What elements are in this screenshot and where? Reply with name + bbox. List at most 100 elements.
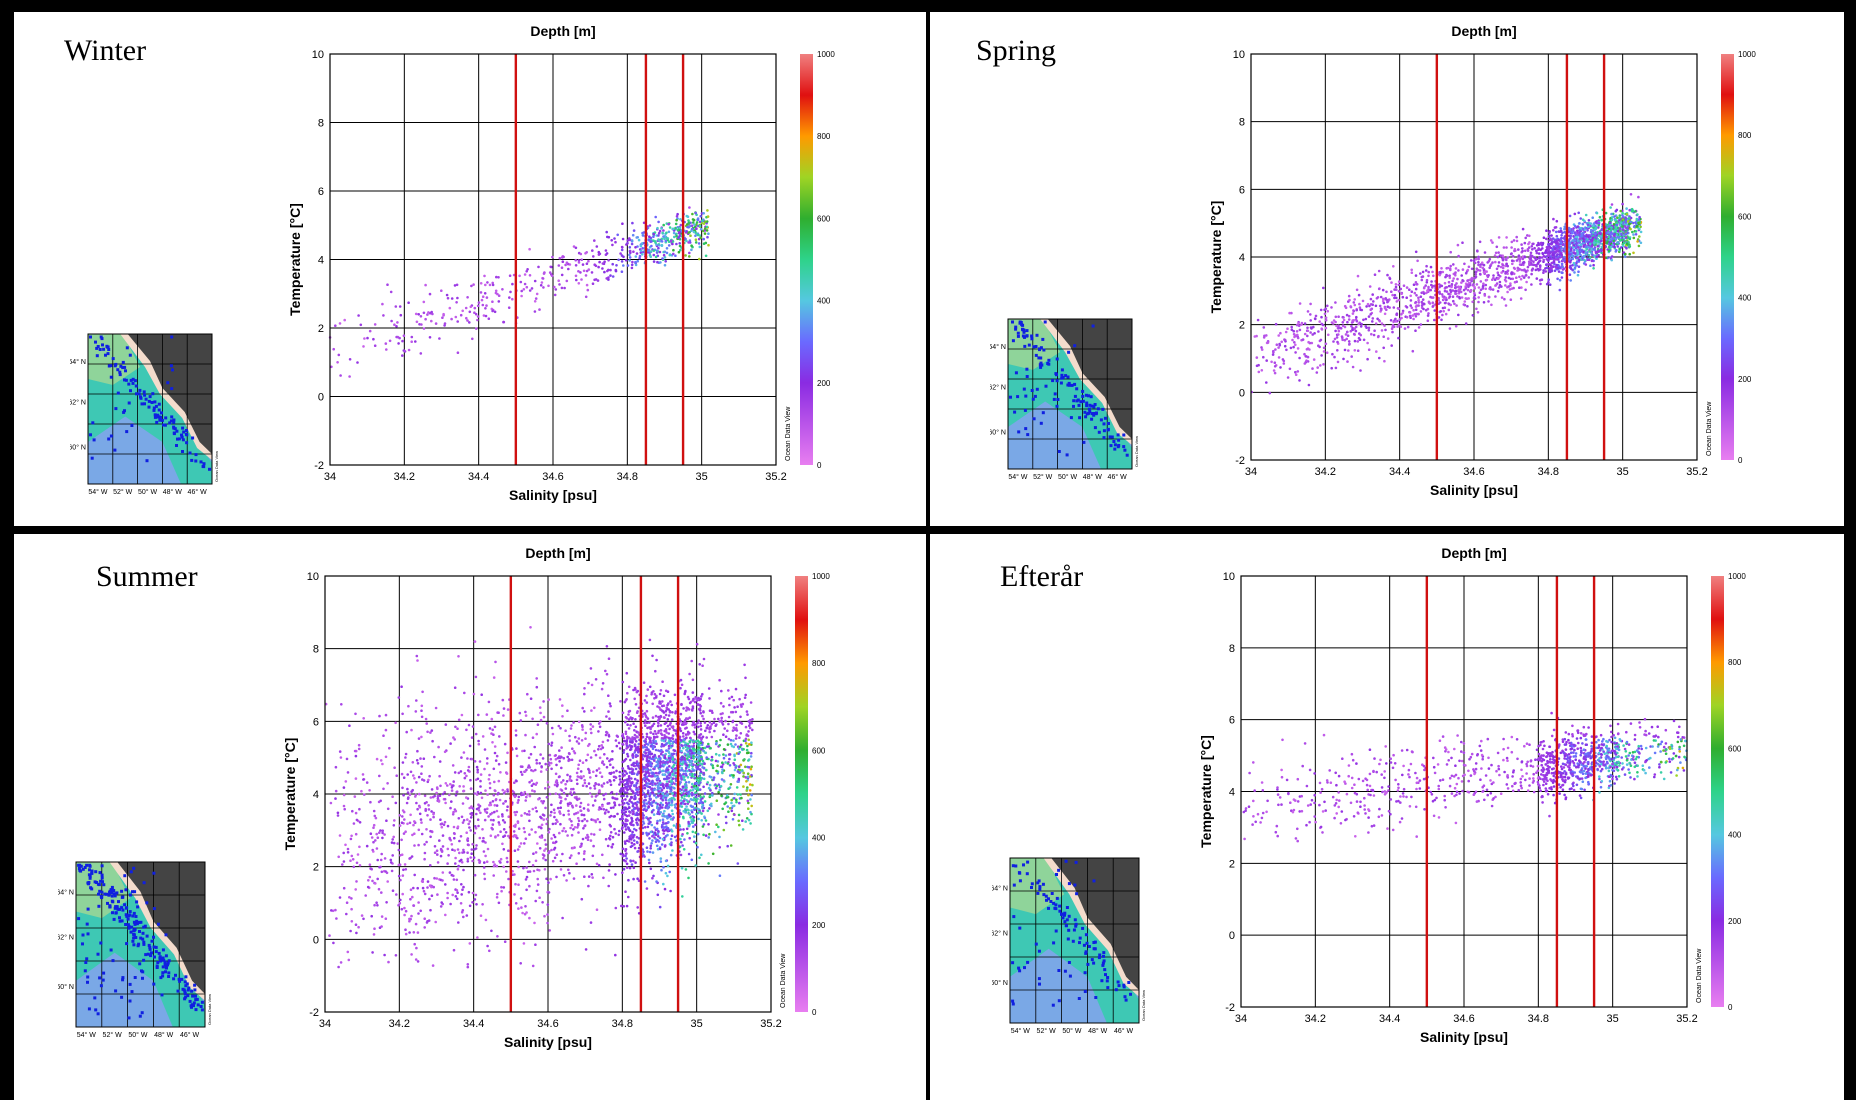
data-point xyxy=(1577,211,1580,215)
station-dot xyxy=(153,415,157,419)
data-point xyxy=(583,781,587,785)
data-point xyxy=(635,782,638,785)
station-dot xyxy=(81,933,85,937)
data-point xyxy=(1414,250,1418,254)
data-point xyxy=(1362,318,1365,322)
data-point xyxy=(1614,250,1618,253)
data-point xyxy=(366,336,369,340)
data-point xyxy=(615,797,619,801)
data-point xyxy=(1607,231,1610,234)
data-point xyxy=(1352,301,1356,304)
station-dot xyxy=(172,418,176,422)
data-point xyxy=(393,323,396,327)
data-point xyxy=(1462,288,1466,292)
data-point xyxy=(466,851,469,854)
data-point xyxy=(572,791,576,794)
data-point xyxy=(1536,262,1540,265)
data-point xyxy=(1374,304,1378,308)
data-point xyxy=(1308,348,1311,351)
station-dot xyxy=(118,373,122,377)
station-dot xyxy=(170,387,174,391)
data-point xyxy=(1457,254,1460,258)
data-point xyxy=(679,248,682,252)
data-point xyxy=(1577,246,1580,249)
data-point xyxy=(1467,297,1470,300)
data-point xyxy=(1593,254,1596,258)
map-credit: Ocean Data View xyxy=(207,994,212,1025)
station-dot xyxy=(1014,327,1018,331)
data-point xyxy=(1504,304,1508,307)
data-point xyxy=(655,249,659,252)
data-point xyxy=(1386,273,1389,277)
data-point xyxy=(1616,221,1619,224)
data-point xyxy=(1464,285,1467,288)
data-point xyxy=(433,845,437,848)
data-point xyxy=(666,724,670,728)
data-point xyxy=(1353,298,1356,301)
colorbar-tick-label: 0 xyxy=(817,461,822,470)
data-point xyxy=(1420,278,1424,282)
station-dot xyxy=(177,977,181,981)
data-point xyxy=(400,907,404,911)
data-point xyxy=(437,800,441,803)
station-dot xyxy=(107,364,111,368)
data-point xyxy=(508,274,512,278)
data-point xyxy=(1405,286,1409,289)
data-point xyxy=(1411,349,1415,353)
data-point xyxy=(547,851,550,855)
data-point xyxy=(1307,383,1311,387)
station-dot xyxy=(1102,429,1106,433)
data-point xyxy=(409,888,413,891)
station-dot xyxy=(1084,393,1088,397)
data-point xyxy=(1625,223,1628,226)
data-point xyxy=(1322,286,1325,290)
data-point xyxy=(496,292,499,296)
data-point xyxy=(1292,329,1295,333)
data-point xyxy=(514,882,517,886)
data-point xyxy=(582,269,586,273)
data-point xyxy=(1557,260,1561,264)
station-dot xyxy=(1073,382,1077,386)
data-point xyxy=(1585,248,1589,251)
data-point xyxy=(1422,307,1425,311)
station-dot xyxy=(161,965,165,969)
data-point xyxy=(570,793,574,797)
data-point xyxy=(1553,269,1557,273)
data-point xyxy=(503,742,507,746)
data-point xyxy=(634,255,638,258)
station-dot xyxy=(94,1008,98,1012)
stations xyxy=(1009,320,1129,457)
data-point xyxy=(1426,289,1429,292)
station-dot xyxy=(100,876,104,880)
station-dot xyxy=(193,988,197,992)
station-dot xyxy=(1069,416,1073,420)
data-point xyxy=(1498,283,1502,287)
data-point xyxy=(698,663,701,666)
data-point xyxy=(1355,315,1358,319)
data-point xyxy=(382,787,385,791)
data-point xyxy=(601,740,605,744)
data-point xyxy=(1591,224,1595,227)
data-point xyxy=(1569,252,1572,256)
data-point xyxy=(746,744,749,748)
data-point xyxy=(647,238,651,242)
station-dot xyxy=(124,369,127,373)
data-point xyxy=(1455,282,1458,285)
data-point xyxy=(584,274,588,277)
data-point xyxy=(1503,297,1506,301)
map-lat-label: 64° N xyxy=(58,889,74,897)
data-point xyxy=(1360,322,1363,326)
data-point xyxy=(1578,241,1581,244)
station-dot xyxy=(90,871,94,875)
station-dot xyxy=(131,377,135,381)
station-dot xyxy=(1042,348,1046,352)
data-point xyxy=(1449,264,1452,268)
data-point xyxy=(1600,239,1603,242)
colorbar-tick-label: 400 xyxy=(1738,294,1752,303)
data-point xyxy=(587,782,591,785)
data-point xyxy=(622,255,625,259)
station-dot xyxy=(1060,373,1064,377)
data-point xyxy=(1433,309,1436,312)
data-point xyxy=(686,695,690,699)
station-dot xyxy=(1025,334,1029,338)
